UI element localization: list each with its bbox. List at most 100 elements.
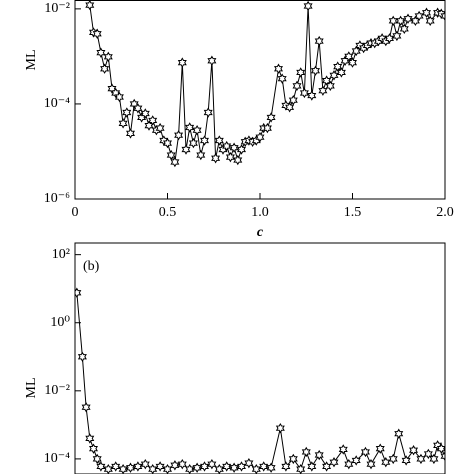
star-marker [422,7,431,18]
star-marker [329,457,339,468]
plot-frame [74,242,446,474]
star-marker [311,65,320,76]
y-tick-label: 10⁻⁶ [44,191,70,206]
star-marker [262,122,272,134]
star-marker [423,448,433,460]
star-marker [225,151,235,163]
star-marker [81,402,91,413]
star-marker [185,463,195,474]
star-marker [259,461,269,472]
star-marker [440,451,445,462]
star-marker [133,103,143,114]
star-marker [244,457,254,469]
star-marker [288,94,298,106]
star-marker [416,453,426,465]
series-line [76,292,445,471]
star-marker [440,10,445,22]
star-marker [329,70,339,81]
star-marker [200,135,209,146]
star-marker [200,461,209,472]
star-marker [214,135,224,146]
star-marker [414,10,424,22]
star-marker [96,461,106,472]
star-marker [388,15,398,27]
star-marker [122,107,132,118]
star-marker [237,144,246,155]
star-marker [360,446,370,458]
star-marker [85,0,95,11]
y-axis-label: ML [24,378,39,399]
y-tick-label: 10⁻² [44,383,70,398]
star-marker [214,463,224,474]
star-marker [338,444,348,455]
star-marker [351,455,361,466]
y-tick-label: 10⁻⁴ [44,451,70,466]
star-marker [237,461,246,472]
star-marker [281,461,291,472]
star-marker [296,463,306,474]
star-marker [92,28,102,39]
star-marker [233,154,243,166]
star-marker [266,462,276,473]
star-marker [366,458,376,470]
star-marker [429,453,439,465]
star-marker [325,80,335,92]
star-marker [266,112,276,123]
star-marker [375,443,385,454]
star-marker [344,458,354,470]
star-marker [103,51,113,63]
star-marker [288,453,298,465]
star-marker [192,462,202,473]
star-marker [322,461,332,472]
series-group [75,287,445,474]
star-marker [314,35,324,47]
star-marker [118,463,128,474]
star-marker [77,351,87,362]
star-marker [251,463,261,474]
star-marker [118,118,128,129]
star-marker [255,131,265,143]
star-marker [155,461,165,472]
star-marker [177,458,187,470]
star-marker [299,87,309,99]
star-marker [392,30,402,42]
y-tick-label: 10⁻² [44,1,70,16]
star-marker [192,125,202,136]
star-marker [92,453,102,465]
y-tick-label: 10⁰ [50,315,70,330]
star-marker [96,47,106,58]
x-tick-label: 2.0 [436,205,454,220]
series-group [85,0,445,168]
x-tick-label: 1.5 [344,205,362,220]
x-axis-label: c [257,225,264,240]
star-marker [388,453,398,465]
star-marker [133,461,143,472]
star-marker [75,287,82,298]
star-marker [126,462,135,473]
star-marker [177,57,187,68]
star-marker [222,140,232,152]
star-marker [277,73,287,84]
star-marker [296,67,306,78]
y-tick-label: 10² [52,247,70,262]
star-marker [381,457,391,468]
x-tick-label: 0 [72,205,79,220]
star-marker [170,156,180,168]
series-line [89,5,445,164]
y-tick-label: 10⁻⁴ [44,96,70,111]
star-marker [396,15,406,27]
star-marker [170,460,180,471]
panel-label: (b) [83,259,100,274]
star-marker [292,80,302,92]
star-marker [85,433,95,444]
x-tick-label: 0.5 [159,205,177,220]
star-marker [409,445,419,456]
star-marker [103,463,113,474]
star-marker [163,463,172,474]
star-marker [203,107,213,118]
star-marker [89,443,98,454]
star-marker [100,63,110,74]
star-marker [140,108,150,119]
